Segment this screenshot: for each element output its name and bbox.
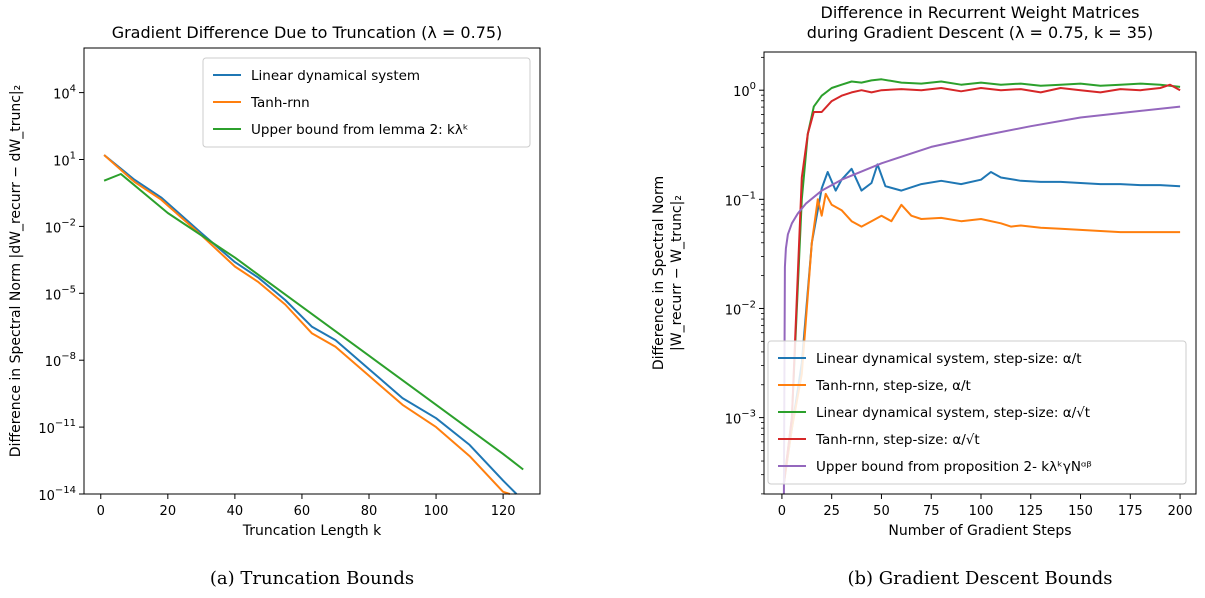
series-line-3 (782, 83, 1181, 484)
plot-frame (763, 51, 1197, 495)
x-tick-label: 100 (969, 504, 994, 519)
legend-label: Linear dynamical system (251, 68, 420, 84)
x-axis-label: Number of Gradient Steps (888, 523, 1071, 539)
x-tick-label: 60 (294, 504, 311, 519)
x-tick-label: 20 (160, 504, 177, 519)
x-tick-label: 125 (1018, 504, 1043, 519)
x-tick-label: 120 (491, 504, 516, 519)
series-line-0 (103, 154, 518, 495)
chart-title-line2: during Gradient Descent (λ = 0.75, k = 3… (807, 23, 1154, 42)
chart-title: Difference in Recurrent Weight Matrices (821, 3, 1140, 22)
y-tick-label: 10−11 (38, 418, 76, 437)
figure-caption: (b) Gradient Descent Bounds (847, 568, 1112, 589)
series-line-4 (782, 105, 1181, 495)
x-tick-label: 0 (778, 504, 786, 519)
legend-box (767, 340, 1187, 485)
x-tick-label: 0 (97, 504, 105, 519)
legend-label: Upper bound from lemma 2: kλᵏ (251, 122, 469, 138)
y-axis-label: Difference in Spectral Norm (651, 176, 667, 370)
y-tick-label: 10−2 (725, 299, 756, 318)
legend-label: Tanh-rnn, step-size, α/t (815, 378, 971, 394)
x-tick-label: 100 (424, 504, 449, 519)
x-tick-label: 25 (823, 504, 840, 519)
series-line-0 (782, 163, 1181, 484)
x-tick-label: 40 (227, 504, 244, 519)
x-tick-label: 200 (1168, 504, 1193, 519)
plot-frame (83, 47, 541, 495)
legend-label: Linear dynamical system, step-size: α/√t (816, 405, 1090, 421)
legend-box (202, 57, 531, 148)
legend-label: Tanh-rnn (250, 95, 310, 111)
y-axis-label: Difference in Spectral Norm |dW_recurr −… (8, 85, 24, 457)
y-tick-label: 10−1 (725, 190, 756, 209)
y-tick-label: 10−8 (45, 351, 76, 370)
x-tick-label: 175 (1118, 504, 1143, 519)
x-axis-label: Truncation Length k (242, 523, 382, 539)
legend-label: Tanh-rnn, step-size: α/√t (815, 432, 980, 448)
legend-label: Upper bound from proposition 2- kλᵏγNᵅᵝ (816, 459, 1092, 475)
x-tick-label: 50 (873, 504, 890, 519)
x-tick-label: 80 (361, 504, 378, 519)
chart-title: Gradient Difference Due to Truncation (λ… (112, 23, 503, 42)
y-tick-label: 101 (53, 151, 76, 170)
legend-label: Linear dynamical system, step-size: α/t (816, 351, 1082, 367)
series-line-1 (782, 192, 1181, 484)
y-tick-label: 104 (53, 84, 76, 103)
series-line-1 (103, 154, 511, 495)
x-tick-label: 75 (923, 504, 940, 519)
series-line-2 (782, 78, 1181, 484)
y-tick-label: 10−3 (725, 409, 756, 428)
y-tick-label: 10−2 (45, 217, 76, 236)
figure-caption: (a) Truncation Bounds (210, 568, 414, 589)
series-line-2 (103, 173, 524, 471)
y-axis-label-line2: |W_recurr − W_trunc|₂ (669, 195, 685, 351)
x-tick-label: 150 (1068, 504, 1093, 519)
y-tick-label: 10−14 (38, 485, 76, 504)
y-tick-label: 10−5 (45, 284, 76, 303)
y-tick-label: 100 (733, 81, 756, 100)
